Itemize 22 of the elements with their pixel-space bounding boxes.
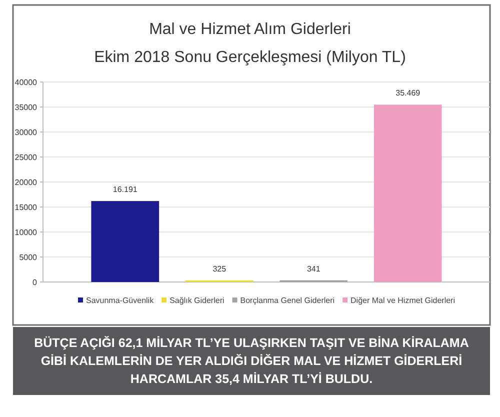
y-tick-label: 15000 <box>14 203 38 212</box>
y-tick-label: 30000 <box>14 128 38 137</box>
y-tick-label: 25000 <box>14 153 38 162</box>
y-tick-label: 0 <box>32 278 38 287</box>
legend-label: Borçlanma Genel Giderleri <box>240 296 335 305</box>
y-tick-label: 35000 <box>14 103 38 112</box>
legend-label: Sağlık Giderleri <box>170 296 224 305</box>
text: BÜTÇE AÇIĞI 62,1 MİLYAR TL’YE ULAŞIRKEN TAŞIT VE BİNA KİRALAMA GİBİ KALEMLERİN DE YER ALDIĞI DİĞER MAL VE HİZMET GİDERLERİ HARCAMLAR 35,4 MİLYAR TL’Yİ BULDU. <box>34 335 469 386</box>
y-tick-label: 20000 <box>14 178 38 187</box>
bar <box>91 201 160 282</box>
data-label: 16.191 <box>112 185 138 194</box>
bar <box>374 104 442 282</box>
chart-title: Mal ve Hizmet Alım Giderleri <box>149 21 351 38</box>
chart-subtitle: Ekim 2018 Sonu Gerçekleşmesi (Milyon TL) <box>94 49 406 66</box>
y-tick-label: 40000 <box>14 78 38 87</box>
data-label: 341 <box>306 264 321 274</box>
y-tick-label: 10000 <box>14 228 38 237</box>
data-label: 35.469 <box>396 88 421 98</box>
legend-label: Diğer Mal ve Hizmet Giderleri <box>350 296 456 305</box>
y-tick-label: 5000 <box>19 253 38 262</box>
legend-label: Savunma-Güvenlik <box>86 296 155 305</box>
data-label: 325 <box>212 264 227 274</box>
